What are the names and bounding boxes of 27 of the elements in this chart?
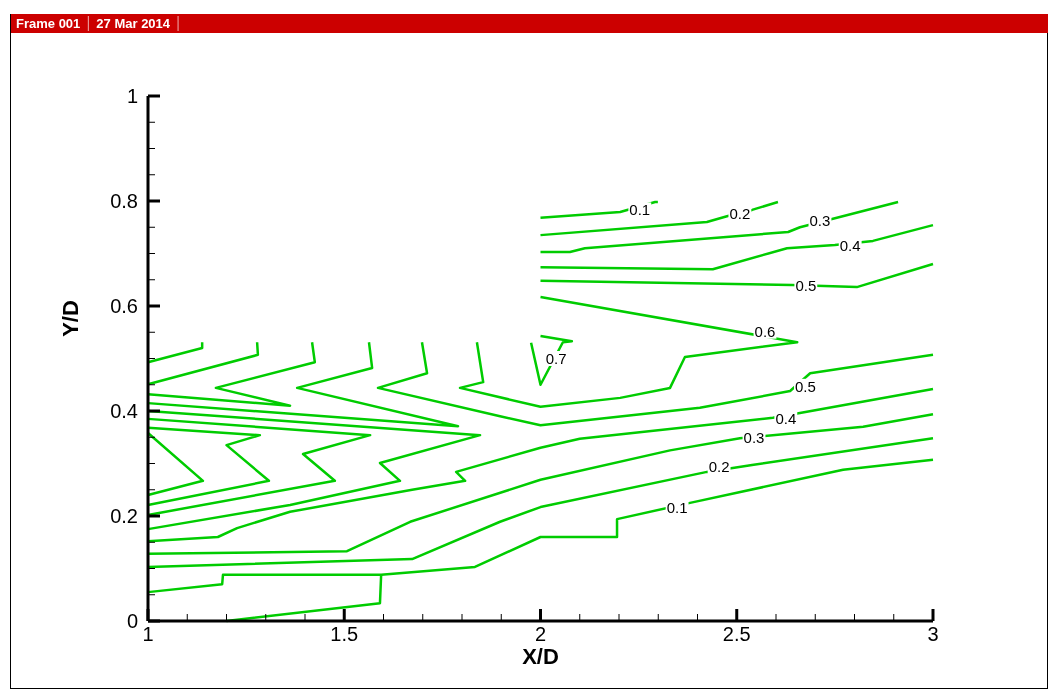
y-tick-label: 0.2: [110, 505, 138, 527]
x-tick-label: 1.5: [330, 623, 359, 645]
annotation: 0.3: [743, 428, 765, 446]
annotation: 0.3: [809, 212, 831, 230]
annotation: 0.7: [545, 350, 567, 367]
x-tick-label: 2.5: [722, 623, 751, 645]
annotation: 0.4: [775, 410, 797, 428]
y-tick-label: 0.8: [110, 190, 138, 212]
annotation: 0.5: [795, 377, 816, 395]
y-tick-label: 0.6: [110, 295, 138, 317]
x-axis-title: X/D: [522, 644, 559, 669]
y-axis-title: Y/D: [58, 300, 83, 337]
y-tick-label: 0.4: [110, 400, 138, 422]
x-tick-label: 2: [534, 623, 547, 645]
annotation: 0.2: [729, 204, 751, 222]
x-tick-label: 3: [927, 623, 939, 645]
annotation: 0.4: [839, 236, 861, 254]
y-tick-label: 0: [126, 610, 138, 632]
annotation: 0.6: [754, 322, 776, 340]
annotation: 0.2: [708, 457, 730, 475]
annotation: 0.1: [629, 201, 651, 219]
x-tick-label: 1: [142, 623, 154, 645]
annotation: 0.5: [795, 276, 817, 294]
chart-subtitle: 27 Mar 2014: [96, 16, 171, 31]
annotation: 0.1: [666, 498, 688, 516]
y-tick-label: 1: [126, 85, 138, 107]
chart-title: Frame 001: [16, 16, 81, 31]
